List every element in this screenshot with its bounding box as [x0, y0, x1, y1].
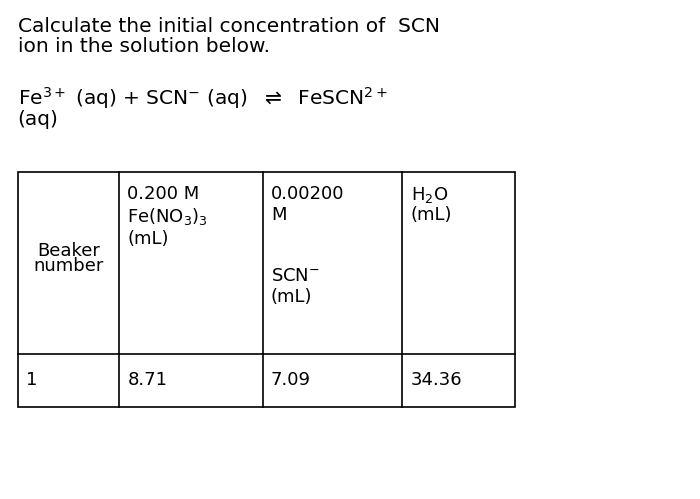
Text: 7.09: 7.09: [271, 371, 311, 390]
Text: Fe(NO$_3$)$_3$: Fe(NO$_3$)$_3$: [127, 206, 209, 227]
Text: H$_2$O: H$_2$O: [411, 185, 448, 205]
Text: (aq): (aq): [18, 110, 58, 129]
Text: 34.36: 34.36: [411, 371, 463, 390]
Text: (mL): (mL): [127, 230, 169, 248]
Text: (mL): (mL): [271, 288, 312, 306]
Bar: [18, 172, 514, 407]
Text: Beaker: Beaker: [37, 242, 99, 260]
Text: SCN$^{-}$: SCN$^{-}$: [271, 267, 320, 285]
Text: number: number: [33, 256, 104, 275]
Text: ion in the solution below.: ion in the solution below.: [18, 37, 270, 56]
Text: 0.200 M: 0.200 M: [127, 185, 199, 203]
Text: Fe$^{3+}$ (aq) + SCN$^{-}$ (aq)  $\rightleftharpoons$  FeSCN$^{2+}$: Fe$^{3+}$ (aq) + SCN$^{-}$ (aq) $\rightl…: [18, 85, 387, 111]
Text: (mL): (mL): [411, 206, 452, 224]
Text: M: M: [271, 206, 286, 224]
Text: 1: 1: [26, 371, 37, 390]
Text: 8.71: 8.71: [127, 371, 167, 390]
Text: 0.00200: 0.00200: [271, 185, 344, 203]
Text: Calculate the initial concentration of  SCN: Calculate the initial concentration of S…: [18, 17, 440, 36]
